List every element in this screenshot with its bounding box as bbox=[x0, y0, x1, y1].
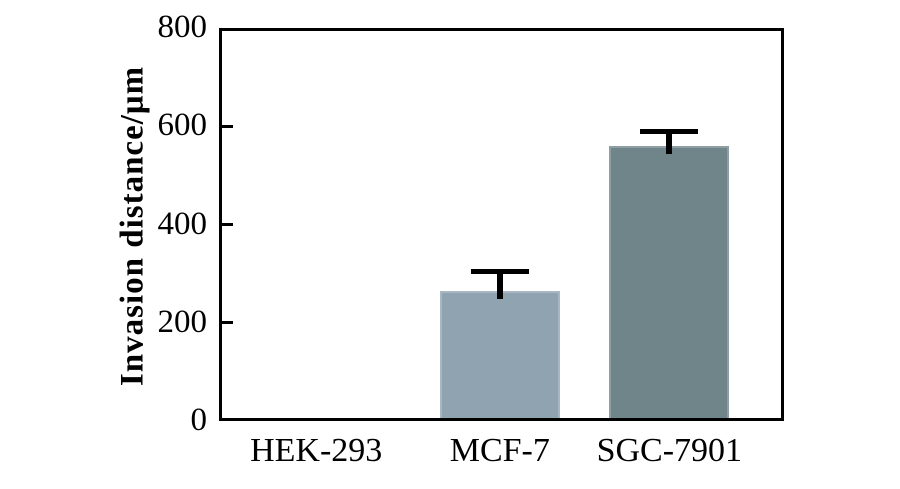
x-tick-label-sgc-7901: SGC-7901 bbox=[596, 432, 743, 469]
y-tick-label-800: 800 bbox=[157, 8, 208, 45]
error-bar-cap-mcf-7 bbox=[470, 268, 529, 274]
x-tick-label-hek-293: HEK-293 bbox=[250, 432, 383, 469]
plot-area bbox=[219, 28, 784, 421]
error-bar-stem-mcf-7 bbox=[496, 271, 503, 299]
x-tick-label-mcf-7: MCF-7 bbox=[449, 432, 550, 469]
y-tick-label-200: 200 bbox=[157, 303, 208, 340]
y-axis-title: Invasion distance/μm bbox=[114, 65, 151, 387]
error-bar-cap-sgc-7901 bbox=[640, 128, 699, 134]
bar-sgc-7901 bbox=[609, 145, 730, 421]
y-tick-label-400: 400 bbox=[157, 205, 208, 242]
error-bar-stem-sgc-7901 bbox=[666, 131, 673, 154]
y-tick-mark-400 bbox=[219, 223, 233, 226]
bar-mcf-7 bbox=[439, 290, 560, 421]
y-tick-label-0: 0 bbox=[190, 401, 208, 438]
y-tick-label-600: 600 bbox=[157, 107, 208, 144]
y-tick-mark-600 bbox=[219, 124, 233, 128]
y-tick-mark-200 bbox=[219, 321, 233, 325]
